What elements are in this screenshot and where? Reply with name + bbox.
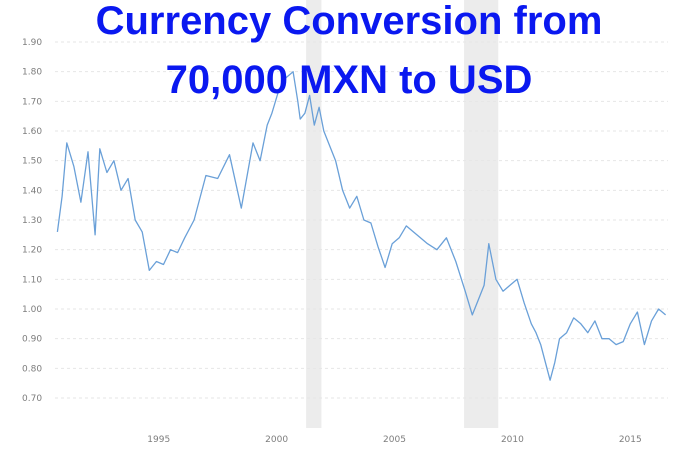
y-tick-label: 1.80 bbox=[22, 68, 42, 78]
x-tick-label: 2010 bbox=[501, 435, 524, 445]
y-tick-label: 0.80 bbox=[22, 364, 42, 374]
y-tick-label: 1.10 bbox=[22, 275, 42, 285]
chart-title-line-2: 70,000 MXN to USD bbox=[166, 58, 533, 102]
y-tick-label: 0.90 bbox=[22, 335, 42, 345]
y-tick-label: 1.00 bbox=[22, 305, 42, 315]
y-tick-label: 1.70 bbox=[22, 97, 42, 107]
x-tick-labels: 1995 2000 2005 2010 2015 bbox=[147, 435, 641, 445]
y-tick-label: 1.50 bbox=[22, 157, 42, 167]
y-tick-label: 1.90 bbox=[22, 38, 42, 48]
chart-title: Currency Conversion from 70,000 MXN to U… bbox=[96, 0, 603, 102]
x-tick-label: 2000 bbox=[265, 435, 288, 445]
y-tick-label: 1.40 bbox=[22, 186, 42, 196]
gridlines bbox=[55, 41, 668, 399]
x-tick-label: 1995 bbox=[147, 435, 170, 445]
y-tick-labels: 0.70 0.80 0.90 1.00 1.10 1.20 1.30 1.40 1.50 1.60… bbox=[22, 38, 42, 404]
x-tick-label: 2005 bbox=[383, 435, 406, 445]
series-layer bbox=[56, 71, 667, 381]
y-tick-label: 1.30 bbox=[22, 216, 42, 226]
y-tick-label: 1.60 bbox=[22, 127, 42, 137]
y-tick-label: 1.20 bbox=[22, 246, 42, 256]
y-tick-label: 0.70 bbox=[22, 394, 42, 404]
x-tick-label: 2015 bbox=[619, 435, 642, 445]
series-line-0 bbox=[56, 71, 667, 381]
shaded-period-0 bbox=[306, 0, 322, 428]
chart-title-line-1: Currency Conversion from bbox=[96, 0, 603, 43]
